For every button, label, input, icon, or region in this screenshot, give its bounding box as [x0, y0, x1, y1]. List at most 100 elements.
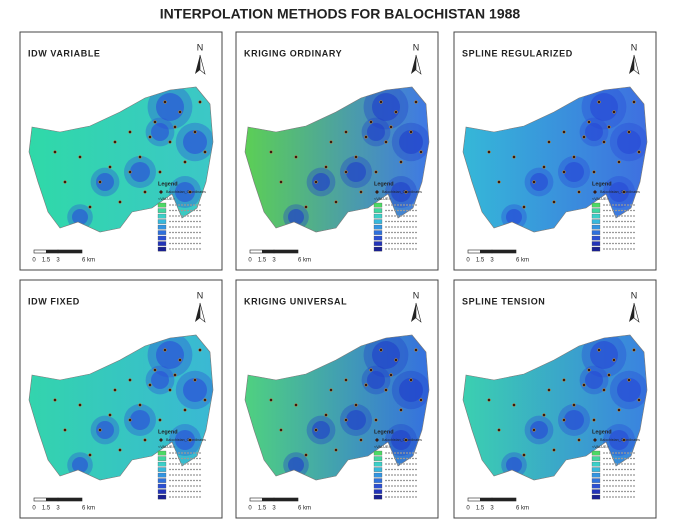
north-arrow [199, 302, 206, 323]
sample-point [403, 189, 409, 195]
scale-bar [46, 498, 58, 501]
interpolation-zone [530, 173, 548, 191]
interpolation-zone [506, 457, 522, 473]
interpolation-zone [609, 430, 629, 450]
scale-label: 1.5 [476, 506, 485, 512]
map-panel: IDW FIXED N Legend Balochistan_Coordinates <… [19, 279, 223, 519]
legend-swatch [591, 461, 601, 467]
legend-swatch [591, 450, 601, 456]
legend-swatch [591, 241, 601, 246]
sample-point [621, 437, 627, 443]
scale-bar [262, 498, 274, 501]
legend-swatch [157, 467, 167, 472]
legend-swatch [373, 450, 383, 456]
scale-label: 3 [490, 506, 494, 512]
legend-swatch [373, 456, 383, 461]
sample-point [162, 99, 168, 105]
interpolation-zone [96, 421, 114, 439]
scale-label: 3 [272, 258, 276, 264]
sample-point [511, 154, 517, 160]
sample-point [546, 139, 552, 145]
interpolation-zone [564, 410, 584, 430]
sample-point [77, 402, 83, 408]
north-arrow [411, 303, 416, 322]
sample-point [112, 139, 118, 145]
scale-label: 0 [32, 506, 36, 512]
legend-swatch [157, 450, 167, 456]
legend-swatch [157, 213, 167, 219]
legend-swatch [157, 489, 167, 494]
sample-point [353, 154, 359, 160]
map-panel: IDW VARIABLE N Legend Balochistan_Coordinat… [19, 31, 223, 271]
legend-swatch [373, 230, 383, 235]
map-fill [245, 335, 429, 480]
scale-label: 1.5 [476, 258, 485, 264]
legend-point-label: Balochistan_Coordinates [382, 190, 422, 194]
legend-swatch [591, 208, 601, 213]
legend-swatch [157, 208, 167, 213]
legend-point-label: Balochistan_Coordinates [600, 190, 640, 194]
north-label: N [631, 290, 638, 300]
legend-field: <VALUE> [158, 445, 175, 449]
sample-point [521, 452, 527, 458]
sample-point [403, 437, 409, 443]
panel-title: IDW FIXED [28, 296, 80, 306]
sample-point [182, 159, 188, 165]
sample-point [601, 139, 607, 145]
map-outline [462, 86, 648, 233]
scale-bar [57, 497, 83, 502]
sample-point [142, 437, 148, 443]
sample-point [333, 199, 339, 205]
legend-swatch [157, 219, 167, 224]
panel-title: SPLINE TENSION [462, 296, 545, 306]
sample-point [368, 119, 374, 125]
sample-point [601, 387, 607, 393]
interpolation-zone [530, 421, 548, 439]
north-label: N [413, 290, 420, 300]
legend-swatch [157, 494, 167, 500]
sample-point [358, 189, 364, 195]
sample-point [62, 179, 68, 185]
scale-bar [46, 250, 58, 253]
interpolation-zone [346, 410, 366, 430]
legend-point [375, 190, 379, 194]
sample-point [177, 109, 183, 115]
sample-point [616, 407, 622, 413]
sample-point [531, 427, 537, 433]
panel-title: KRIGING UNIVERSAL [244, 296, 347, 306]
sample-point [107, 164, 113, 170]
sample-point [383, 139, 389, 145]
interpolation-zone [564, 162, 584, 182]
map-surface [29, 87, 213, 232]
sample-point [586, 119, 592, 125]
sample-point [551, 199, 557, 205]
sample-point [87, 204, 93, 210]
legend-title: Legend [592, 181, 612, 187]
interpolation-zone [506, 209, 522, 225]
legend-swatch [591, 213, 601, 219]
legend-swatch [157, 246, 167, 252]
sample-point [52, 397, 58, 403]
legend-swatch [373, 224, 383, 230]
sample-point [62, 427, 68, 433]
legend-title: Legend [592, 429, 612, 435]
scale-label: 6 km [82, 506, 95, 512]
legend-swatch [157, 230, 167, 235]
sample-point [611, 109, 617, 115]
interpolation-zone [156, 341, 184, 369]
scale-bar [57, 249, 83, 254]
interpolation-zone [590, 341, 618, 369]
sample-point [313, 179, 319, 185]
interpolation-zone [288, 457, 304, 473]
north-arrow [415, 302, 422, 323]
sample-point [561, 169, 567, 175]
map-surface [463, 87, 647, 232]
sample-point [162, 347, 168, 353]
sample-point [486, 149, 492, 155]
sample-point [616, 159, 622, 165]
sample-point [52, 149, 58, 155]
sample-point [127, 129, 133, 135]
sample-point [197, 99, 203, 105]
map-fill [29, 87, 213, 232]
legend-swatch [373, 494, 383, 500]
